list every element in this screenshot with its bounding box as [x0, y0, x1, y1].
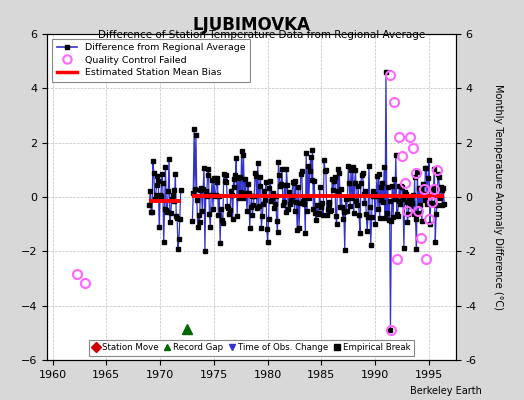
Text: Difference of Station Temperature Data from Regional Average: Difference of Station Temperature Data f…: [99, 30, 425, 40]
Y-axis label: Monthly Temperature Anomaly Difference (°C): Monthly Temperature Anomaly Difference (…: [494, 84, 504, 310]
Legend: Station Move, Record Gap, Time of Obs. Change, Empirical Break: Station Move, Record Gap, Time of Obs. C…: [89, 340, 414, 356]
Text: Berkeley Earth: Berkeley Earth: [410, 386, 482, 396]
Title: LJUBIMOVKA: LJUBIMOVKA: [193, 16, 310, 34]
